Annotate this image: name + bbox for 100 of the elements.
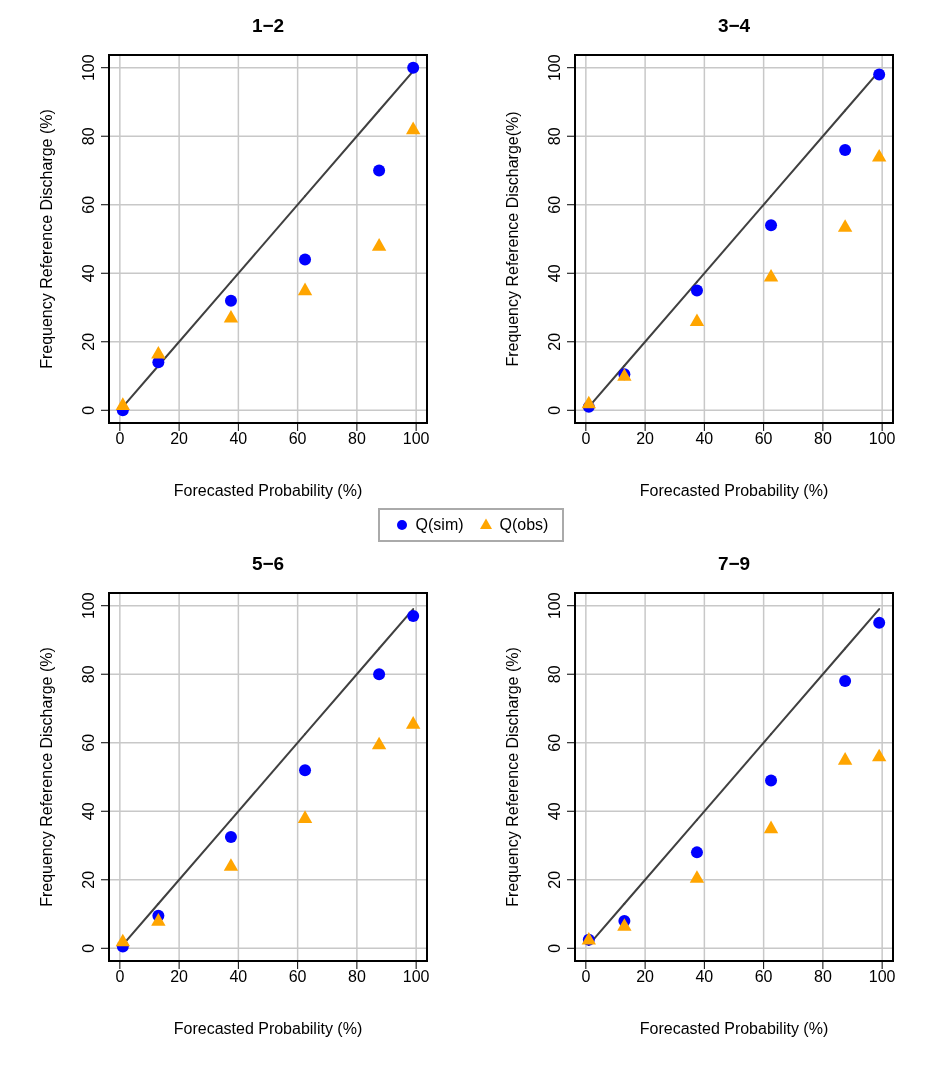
x-tick-label: 100 (402, 430, 430, 448)
point (765, 774, 778, 787)
y-tick-label: 100 (546, 592, 564, 620)
x-axis-title: Forecasted Probability (%) (173, 482, 363, 499)
x-axis-title: Forecasted Probability (%) (639, 482, 829, 499)
x-tick-label: 60 (288, 968, 307, 986)
x-tick-label: 0 (581, 430, 591, 448)
point (405, 716, 421, 729)
point (151, 913, 166, 926)
x-tick-label: 80 (813, 968, 832, 986)
point (405, 121, 421, 135)
point (297, 282, 313, 296)
point (837, 219, 853, 232)
y-tick-label: 60 (546, 195, 564, 214)
point (373, 164, 386, 177)
chart-title: 7−9 (716, 552, 752, 576)
x-tick-label: 40 (229, 430, 248, 448)
y-tick-label: 100 (80, 592, 98, 620)
x-tick-label: 80 (347, 430, 366, 448)
y-tick-label: 20 (80, 870, 98, 889)
x-tick-label: 100 (868, 430, 896, 448)
y-axis-title: Frequency Reference Discharge (%) (37, 647, 55, 907)
point (223, 310, 239, 323)
x-tick-label: 0 (115, 968, 125, 986)
y-tick-label: 20 (80, 332, 98, 351)
x-tick-label: 80 (347, 968, 366, 986)
point (297, 810, 313, 823)
y-tick-label: 20 (546, 332, 564, 351)
x-tick-label: 20 (170, 968, 189, 986)
y-tick-label: 80 (546, 127, 564, 146)
point (871, 148, 887, 162)
x-tick-label: 80 (813, 430, 832, 448)
x-tick-label: 40 (695, 968, 714, 986)
point (115, 397, 131, 410)
y-tick-label: 0 (546, 405, 564, 415)
point (299, 253, 312, 266)
x-tick-label: 60 (754, 430, 773, 448)
x-tick-label: 20 (170, 430, 189, 448)
point (763, 820, 779, 834)
y-tick-label: 0 (546, 943, 564, 953)
y-tick-label: 0 (80, 943, 98, 953)
y-tick-label: 80 (80, 665, 98, 684)
legend-label: Q(sim) (414, 516, 464, 534)
chart-title: 1−2 (250, 14, 286, 38)
point (407, 61, 420, 74)
x-tick-label: 100 (868, 968, 896, 986)
legend-label: Q(obs) (498, 516, 549, 534)
point (873, 68, 886, 81)
y-tick-label: 60 (80, 733, 98, 752)
point (223, 858, 239, 871)
y-tick-label: 60 (546, 733, 564, 752)
x-tick-label: 40 (229, 968, 248, 986)
point (581, 395, 597, 409)
y-axis-title: Frequency Reference Discharge (%) (503, 647, 521, 907)
y-tick-label: 40 (80, 802, 98, 821)
point (371, 238, 387, 251)
x-tick-label: 100 (402, 968, 430, 986)
y-tick-label: 80 (80, 127, 98, 146)
point (873, 616, 886, 629)
x-axis-title: Forecasted Probability (%) (173, 1020, 363, 1037)
y-tick-label: 40 (546, 264, 564, 283)
y-tick-label: 100 (80, 54, 98, 82)
y-axis-title: Frequency Reference Discharge(%) (503, 111, 521, 367)
x-tick-label: 20 (636, 968, 655, 986)
point (224, 294, 237, 307)
y-tick-label: 40 (80, 264, 98, 283)
point (837, 752, 853, 765)
point (765, 219, 778, 232)
point (371, 736, 387, 750)
point (763, 268, 779, 282)
x-axis-title: Forecasted Probability (%) (639, 1020, 829, 1037)
point (407, 609, 420, 622)
point (690, 846, 703, 859)
chart-title: 3−4 (716, 14, 752, 38)
x-tick-label: 60 (288, 430, 307, 448)
y-tick-label: 60 (80, 195, 98, 214)
point (151, 345, 166, 359)
point (617, 918, 632, 931)
x-tick-label: 20 (636, 430, 655, 448)
y-axis-title: Frequency Reference Discharge (%) (37, 109, 55, 369)
point (839, 675, 852, 688)
point (224, 830, 237, 843)
y-tick-label: 0 (80, 405, 98, 415)
y-tick-label: 40 (546, 802, 564, 821)
point (690, 284, 703, 297)
point (373, 668, 386, 681)
point (839, 143, 852, 156)
y-tick-label: 20 (546, 870, 564, 889)
point (689, 313, 705, 327)
x-tick-label: 0 (581, 968, 591, 986)
y-tick-label: 80 (546, 665, 564, 684)
point (871, 748, 887, 762)
chart-title: 5−6 (250, 552, 286, 576)
point (115, 933, 131, 947)
x-tick-label: 60 (754, 968, 773, 986)
point (299, 764, 312, 777)
point (689, 870, 705, 883)
x-tick-label: 40 (695, 430, 714, 448)
x-tick-label: 0 (115, 430, 125, 448)
y-tick-label: 100 (546, 54, 564, 82)
